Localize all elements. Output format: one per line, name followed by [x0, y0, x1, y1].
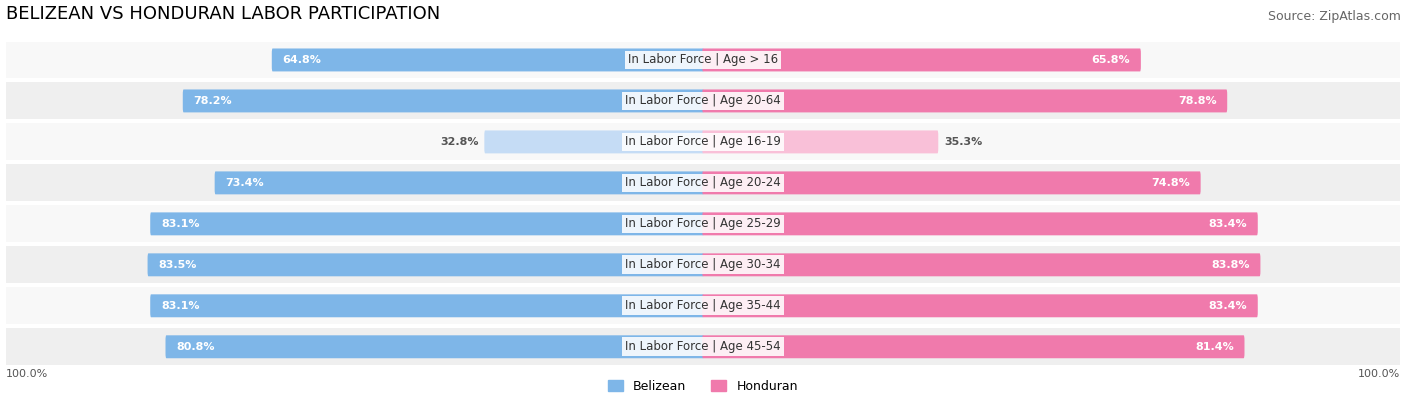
FancyBboxPatch shape [271, 49, 704, 71]
FancyBboxPatch shape [484, 130, 704, 153]
Text: 83.8%: 83.8% [1211, 260, 1250, 270]
Text: 83.4%: 83.4% [1208, 219, 1247, 229]
FancyBboxPatch shape [150, 294, 704, 317]
Text: In Labor Force | Age 20-24: In Labor Force | Age 20-24 [626, 177, 780, 189]
FancyBboxPatch shape [6, 41, 1400, 78]
FancyBboxPatch shape [6, 83, 1400, 119]
FancyBboxPatch shape [6, 246, 1400, 283]
Text: BELIZEAN VS HONDURAN LABOR PARTICIPATION: BELIZEAN VS HONDURAN LABOR PARTICIPATION [6, 5, 440, 23]
Text: 74.8%: 74.8% [1152, 178, 1189, 188]
Text: 35.3%: 35.3% [943, 137, 983, 147]
FancyBboxPatch shape [702, 213, 1258, 235]
FancyBboxPatch shape [702, 171, 1201, 194]
Text: In Labor Force | Age 30-34: In Labor Force | Age 30-34 [626, 258, 780, 271]
FancyBboxPatch shape [6, 328, 1400, 365]
Text: 65.8%: 65.8% [1091, 55, 1130, 65]
Text: In Labor Force | Age > 16: In Labor Force | Age > 16 [628, 53, 778, 66]
Text: 83.1%: 83.1% [160, 219, 200, 229]
FancyBboxPatch shape [215, 171, 704, 194]
Text: 73.4%: 73.4% [225, 178, 264, 188]
FancyBboxPatch shape [6, 124, 1400, 160]
FancyBboxPatch shape [702, 130, 938, 153]
Text: 64.8%: 64.8% [283, 55, 322, 65]
Text: In Labor Force | Age 35-44: In Labor Force | Age 35-44 [626, 299, 780, 312]
Text: 80.8%: 80.8% [176, 342, 215, 352]
FancyBboxPatch shape [6, 205, 1400, 242]
Text: 100.0%: 100.0% [6, 369, 48, 379]
Text: 83.1%: 83.1% [160, 301, 200, 311]
Text: 78.2%: 78.2% [194, 96, 232, 106]
FancyBboxPatch shape [183, 89, 704, 113]
Text: Source: ZipAtlas.com: Source: ZipAtlas.com [1268, 10, 1400, 23]
Text: 83.4%: 83.4% [1208, 301, 1247, 311]
FancyBboxPatch shape [702, 89, 1227, 113]
FancyBboxPatch shape [148, 253, 704, 276]
FancyBboxPatch shape [6, 288, 1400, 324]
FancyBboxPatch shape [166, 335, 704, 358]
Text: In Labor Force | Age 16-19: In Labor Force | Age 16-19 [626, 135, 780, 149]
FancyBboxPatch shape [702, 253, 1260, 276]
FancyBboxPatch shape [6, 164, 1400, 201]
Text: 100.0%: 100.0% [1358, 369, 1400, 379]
Legend: Belizean, Honduran: Belizean, Honduran [609, 380, 797, 393]
Text: In Labor Force | Age 25-29: In Labor Force | Age 25-29 [626, 217, 780, 230]
Text: In Labor Force | Age 20-64: In Labor Force | Age 20-64 [626, 94, 780, 107]
FancyBboxPatch shape [702, 294, 1258, 317]
Text: 78.8%: 78.8% [1178, 96, 1216, 106]
FancyBboxPatch shape [150, 213, 704, 235]
Text: 81.4%: 81.4% [1195, 342, 1233, 352]
Text: 32.8%: 32.8% [440, 137, 478, 147]
FancyBboxPatch shape [702, 49, 1140, 71]
Text: 83.5%: 83.5% [159, 260, 197, 270]
FancyBboxPatch shape [702, 335, 1244, 358]
Text: In Labor Force | Age 45-54: In Labor Force | Age 45-54 [626, 340, 780, 353]
